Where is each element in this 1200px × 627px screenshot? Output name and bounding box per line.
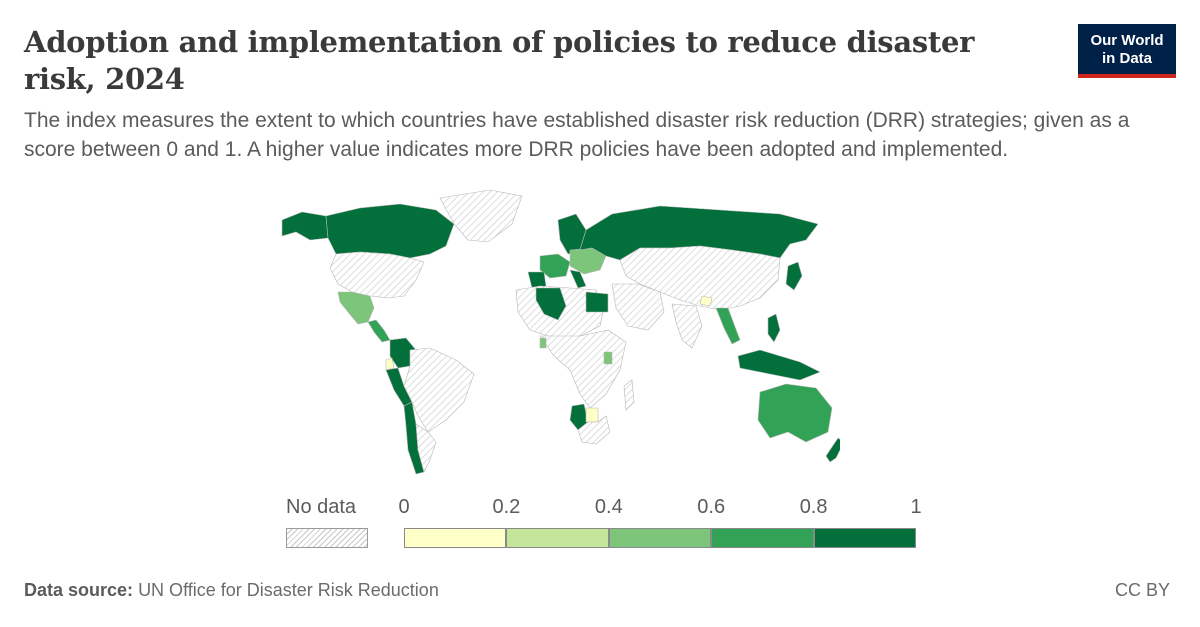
- new-zealand[interactable]: [825, 437, 840, 463]
- myanmar[interactable]: [699, 295, 713, 307]
- japan[interactable]: [785, 261, 803, 291]
- ecuador[interactable]: [385, 357, 395, 371]
- legend-bin-3[interactable]: [711, 528, 814, 548]
- logo-line-1: Our World: [1090, 32, 1164, 49]
- central-africa[interactable]: [539, 329, 627, 409]
- ghana[interactable]: [539, 337, 547, 349]
- legend-bin-1[interactable]: [506, 528, 609, 548]
- world-map[interactable]: [240, 180, 840, 480]
- argentina[interactable]: [415, 423, 437, 473]
- data-source[interactable]: Data source: UN Office for Disaster Risk…: [24, 580, 439, 601]
- legend-bin-0[interactable]: [404, 528, 507, 548]
- egypt[interactable]: [585, 291, 609, 313]
- philippines[interactable]: [767, 313, 781, 343]
- iberia[interactable]: [527, 271, 547, 289]
- logo-line-2: in Data: [1101, 50, 1152, 67]
- central-america[interactable]: [367, 319, 391, 343]
- legend-bin-4[interactable]: [813, 528, 916, 548]
- mexico[interactable]: [337, 291, 375, 325]
- source-label: Data source:: [24, 580, 134, 600]
- legend-bin-2[interactable]: [608, 528, 712, 548]
- kenya[interactable]: [603, 351, 613, 365]
- botswana[interactable]: [585, 407, 599, 423]
- western-europe[interactable]: [539, 253, 571, 279]
- alaska[interactable]: [281, 211, 329, 241]
- legend-no-data-swatch[interactable]: [286, 528, 368, 548]
- license[interactable]: CC BY: [1114, 580, 1170, 600]
- australia[interactable]: [757, 383, 833, 443]
- canada[interactable]: [325, 203, 455, 259]
- united-states[interactable]: [329, 251, 425, 299]
- owid-logo[interactable]: Our World in Data: [1078, 24, 1176, 78]
- southeast-asia[interactable]: [715, 307, 741, 345]
- legend-no-data-label: No data: [286, 496, 357, 518]
- middle-east[interactable]: [611, 283, 665, 331]
- southern-africa[interactable]: [577, 415, 611, 445]
- legend-tick-2: 0.4: [594, 496, 623, 518]
- india[interactable]: [671, 303, 703, 349]
- chart-title: Adoption and implementation of policies …: [24, 25, 975, 96]
- legend-tick-4: 0.8: [799, 496, 828, 518]
- legend-tick-0: 0: [398, 496, 410, 518]
- legend-tick-5: 1: [910, 496, 922, 518]
- indonesia[interactable]: [737, 349, 821, 381]
- italy[interactable]: [569, 269, 587, 289]
- source-text: UN Office for Disaster Risk Reduction: [138, 580, 439, 600]
- brazil[interactable]: [403, 347, 475, 433]
- algeria[interactable]: [535, 287, 567, 321]
- legend-tick-1: 0.2: [492, 496, 521, 518]
- madagascar[interactable]: [623, 379, 635, 411]
- greenland[interactable]: [439, 189, 523, 243]
- chart-subtitle: The index measures the extent to which c…: [24, 109, 1130, 161]
- legend-tick-3: 0.6: [697, 496, 726, 518]
